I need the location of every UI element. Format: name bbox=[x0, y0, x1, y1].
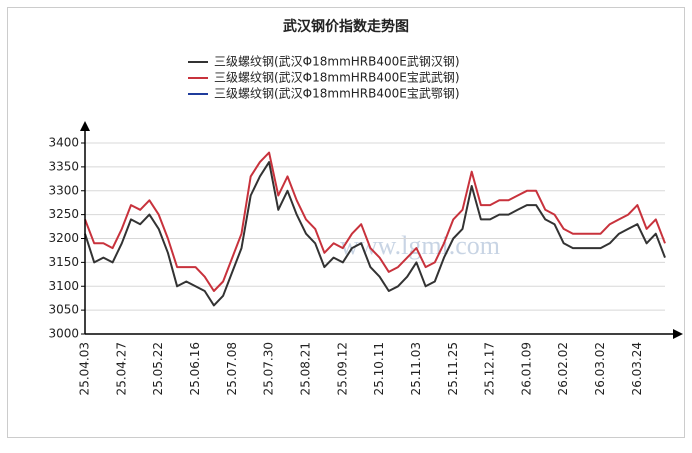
x-tick-label: 25.08.21 bbox=[298, 342, 312, 395]
x-tick-label: 25.04.27 bbox=[114, 342, 128, 395]
y-tick-label: 3350 bbox=[48, 159, 79, 173]
y-tick-label: 3250 bbox=[48, 207, 79, 221]
x-tick-label: 26.01.09 bbox=[519, 342, 533, 395]
x-tick-label: 26.03.24 bbox=[630, 342, 644, 395]
legend-label: 三级螺纹钢(武汉Φ18mmHRB400E武钢汉钢) bbox=[214, 55, 460, 69]
y-tick-label: 3400 bbox=[48, 136, 79, 150]
y-tick-label: 3050 bbox=[48, 303, 79, 317]
x-tick-label: 25.10.11 bbox=[372, 342, 386, 395]
legend-label: 三级螺纹钢(武汉Φ18mmHRB400E宝武鄂钢) bbox=[214, 87, 460, 101]
x-tick-label: 25.07.08 bbox=[225, 342, 239, 395]
x-tick-label: 25.05.22 bbox=[151, 342, 165, 395]
chart-frame bbox=[7, 7, 685, 438]
x-tick-label: 25.04.03 bbox=[78, 342, 92, 395]
x-tick-label: 25.11.25 bbox=[446, 342, 460, 395]
series-line bbox=[84, 151, 666, 292]
chart-title: 武汉钢价指数走势图 bbox=[283, 18, 409, 35]
y-tick-label: 3000 bbox=[48, 327, 79, 341]
y-axis-arrow bbox=[80, 121, 90, 131]
x-tick-label: 26.02.02 bbox=[556, 342, 570, 395]
x-tick-label: 26.03.02 bbox=[593, 342, 607, 395]
x-tick-label: 25.06.16 bbox=[188, 342, 202, 395]
y-tick-label: 3100 bbox=[48, 279, 79, 293]
legend-label: 三级螺纹钢(武汉Φ18mmHRB400E宝武武钢) bbox=[214, 71, 460, 85]
y-tick-label: 3300 bbox=[48, 183, 79, 197]
x-tick-label: 25.12.17 bbox=[483, 342, 497, 395]
x-tick-label: 25.11.03 bbox=[409, 342, 423, 395]
x-tick-label: 25.09.12 bbox=[335, 342, 349, 395]
series-line bbox=[84, 161, 666, 307]
x-axis-arrow bbox=[673, 329, 683, 339]
y-tick-label: 3200 bbox=[48, 231, 79, 245]
y-tick-label: 3150 bbox=[48, 255, 79, 269]
x-tick-label: 25.07.30 bbox=[262, 342, 276, 395]
